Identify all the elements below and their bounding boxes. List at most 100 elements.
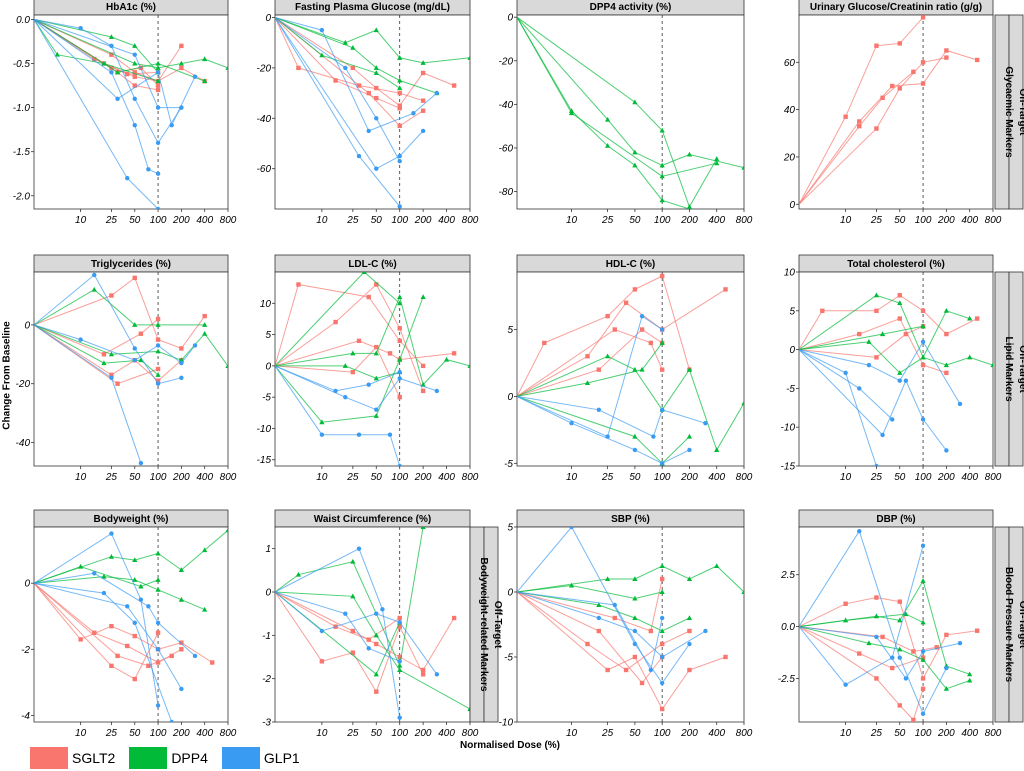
series-line-dpp4: [799, 626, 970, 690]
point-dpp4: [659, 628, 665, 633]
point-sglt2: [897, 316, 902, 321]
point-sglt2: [596, 628, 602, 634]
point-sglt2: [202, 313, 207, 319]
point-dpp4: [132, 577, 138, 582]
y-tick-label: 5: [507, 523, 513, 534]
point-sglt2: [920, 308, 926, 313]
point-dpp4: [943, 686, 949, 691]
point-dpp4: [714, 160, 720, 166]
point-sglt2: [397, 654, 402, 660]
point-dpp4: [843, 617, 849, 623]
y-tick-label: -40: [16, 438, 31, 449]
point-dpp4: [138, 583, 144, 589]
point-sglt2: [296, 282, 301, 287]
x-tick-label: 25: [870, 215, 883, 226]
panel-frame: [798, 14, 994, 210]
point-dpp4: [342, 363, 348, 368]
point-dpp4: [350, 593, 356, 599]
y-tick-label: -2: [262, 674, 271, 685]
point-sglt2: [350, 650, 356, 655]
point-sglt2: [659, 641, 665, 647]
series-line-glp1: [34, 582, 182, 690]
point-sglt2: [934, 645, 939, 650]
series-line-dpp4: [517, 16, 744, 169]
point-sglt2: [420, 108, 426, 113]
x-tick-label: 800: [985, 215, 1002, 226]
point-sglt2: [920, 676, 926, 681]
point-sglt2: [897, 86, 902, 91]
point-dpp4: [584, 380, 591, 386]
point-glp1: [880, 432, 885, 438]
series-group: [517, 527, 744, 712]
panel-2: Fasting Plasma Glucose (mg/dL) 0 -20 -40 -60…: [257, 0, 479, 226]
point-sglt2: [420, 672, 426, 677]
legend-label-glp1: GLP1: [263, 750, 300, 766]
series-line-dpp4: [34, 18, 228, 69]
series-line-glp1: [275, 591, 400, 662]
point-dpp4: [108, 351, 115, 357]
x-tick-label: 800: [462, 215, 479, 226]
point-dpp4: [319, 52, 325, 58]
y-tick-label: -60: [499, 143, 514, 154]
series-line-sglt2: [34, 277, 206, 350]
point-sglt2: [333, 319, 338, 325]
point-dpp4: [155, 586, 161, 592]
point-glp1: [957, 640, 963, 646]
y-tick-label: -0.5: [13, 59, 31, 70]
y-tick-label: 10: [260, 299, 272, 310]
point-dpp4: [397, 294, 403, 300]
y-tick-label: -5: [504, 653, 513, 664]
panel-9: Bodyweight (%) 0 -2 -4 10 25 50 100 200 400 800: [21, 509, 237, 739]
point-glp1: [101, 590, 107, 596]
y-tick-label: -2: [21, 645, 30, 656]
x-tick-label: 10: [316, 472, 328, 483]
row-label-2: Lipid Markers: [1003, 336, 1014, 401]
row-strip-inner: [1008, 526, 1024, 723]
point-sglt2: [880, 634, 885, 640]
x-tick-label: 400: [961, 215, 978, 226]
x-tick-label: 100: [915, 215, 932, 226]
y-tick-label: -20: [257, 63, 272, 74]
series-line-glp1: [275, 365, 400, 392]
point-dpp4: [920, 578, 926, 583]
y-tick-label: 2.5: [780, 570, 795, 581]
point-sglt2: [296, 65, 301, 71]
point-sglt2: [623, 667, 629, 673]
x-tick-label: 100: [915, 472, 932, 483]
point-glp1: [434, 672, 440, 677]
x-tick-label: 10: [840, 728, 852, 739]
x-tick-label: 100: [654, 215, 671, 226]
point-glp1: [146, 167, 151, 172]
point-dpp4: [632, 595, 638, 601]
point-glp1: [319, 27, 325, 33]
series-line-dpp4: [517, 342, 663, 397]
point-sglt2: [179, 640, 184, 645]
point-dpp4: [155, 78, 161, 84]
point-dpp4: [350, 558, 356, 564]
point-glp1: [659, 615, 665, 621]
y-tick-label: -1.5: [13, 147, 31, 158]
point-sglt2: [897, 293, 902, 298]
y-tick-label: -5: [262, 393, 271, 404]
point-sglt2: [366, 637, 371, 642]
point-glp1: [132, 52, 137, 57]
point-dpp4: [967, 315, 973, 321]
series-group: [517, 273, 744, 466]
legend-swatch-glp1: [221, 747, 260, 769]
y-tick-label: -10: [257, 424, 272, 435]
point-sglt2: [155, 378, 161, 383]
row-label-1: Off-Target: [1017, 601, 1024, 649]
point-dpp4: [155, 65, 161, 70]
series-group: [799, 292, 993, 466]
point-sglt2: [897, 41, 902, 46]
x-tick-label: 10: [316, 728, 328, 739]
point-glp1: [109, 375, 114, 381]
point-sglt2: [974, 628, 980, 633]
point-glp1: [366, 382, 371, 387]
point-glp1: [155, 381, 161, 386]
row-label-bodyweight-2: Bodyweight-related Markers: [478, 558, 489, 692]
series-line-glp1: [34, 324, 196, 364]
series-line-dpp4: [34, 18, 205, 82]
point-glp1: [397, 204, 402, 209]
